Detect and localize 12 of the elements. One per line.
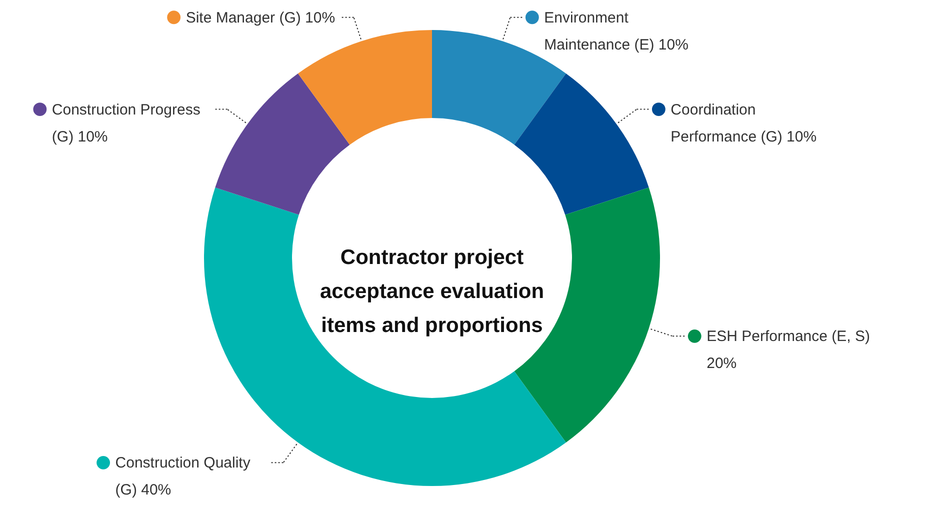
data-label: 20% — [706, 355, 737, 372]
text: Contractor project acceptance evaluation items and proportions — [320, 246, 544, 337]
legend-label: Environment Maintenance (E) 10% — [544, 9, 688, 54]
legend-label: ESH Performance (E, S) — [706, 328, 870, 346]
donut-slice — [514, 74, 649, 215]
donut-slice — [204, 188, 566, 486]
donut-slice — [298, 30, 432, 145]
legend-label: Coordination Performance (G) 10% — [670, 101, 817, 146]
donut-slice — [215, 74, 350, 215]
legend-label: Site Manager (G) 10% — [186, 9, 336, 26]
legend-label: Construction Quality (G) 40% — [115, 454, 251, 499]
legend-label: Construction Progress (G) 10% — [52, 101, 200, 146]
